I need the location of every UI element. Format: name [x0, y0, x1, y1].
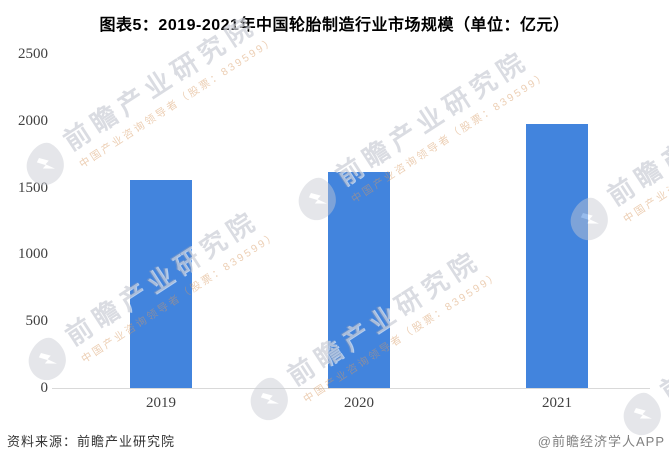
source-note: 资料来源：前瞻产业研究院	[7, 434, 176, 449]
y-tick-label: 2500	[18, 46, 48, 62]
x-category-label: 2020	[344, 395, 374, 411]
bar-2019	[130, 180, 192, 388]
bar-2020	[328, 172, 390, 388]
watermark-sub-text: 中国产业咨询领导者（股票：839599）	[621, 89, 669, 226]
chart-title: 图表5：2019-2021年中国轮胎制造行业市场规模（单位：亿元）	[99, 17, 570, 34]
watermark-main-text: 前瞻产业研究院	[655, 259, 669, 407]
qianzhan-logo-icon	[250, 377, 288, 420]
watermark-main-text: 前瞻产业研究院	[330, 44, 535, 192]
watermark-main-text: 前瞻产业研究院	[602, 64, 669, 212]
y-tick-label: 1000	[18, 246, 48, 263]
credit-note: @前瞻经济学人APP	[537, 434, 665, 449]
y-tick-label: 1500	[18, 179, 48, 196]
watermark-sub-text: 中国产业咨询领导者（股票：839599）	[77, 34, 279, 171]
x-category-label: 2021	[542, 395, 572, 411]
watermark: 前瞻产业研究院 中国产业咨询领导者（股票：839599）	[611, 251, 669, 449]
y-tick-label: 0	[40, 380, 49, 396]
watermark: 前瞻产业研究院 中国产业咨询领导者（股票：839599）	[286, 36, 551, 234]
x-category-label: 2019	[146, 395, 176, 411]
x-axis-line	[52, 388, 650, 389]
y-tick-label: 2000	[18, 112, 48, 129]
bar-2021	[526, 124, 588, 388]
y-tick-label: 500	[25, 313, 49, 330]
